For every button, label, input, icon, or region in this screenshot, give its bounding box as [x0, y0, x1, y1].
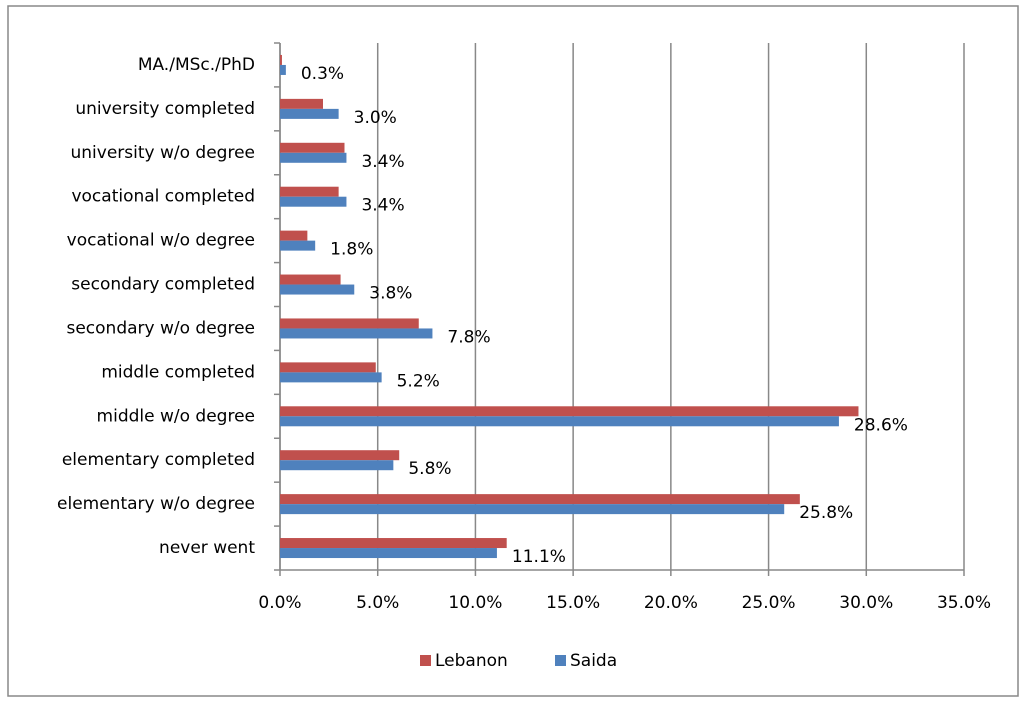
bar: [280, 108, 339, 119]
chart-frame: [7, 5, 1019, 697]
y-tick-label: middle completed: [101, 362, 255, 382]
bar: [280, 362, 376, 373]
bar: [280, 186, 339, 197]
bar: [280, 416, 839, 427]
data-label: 25.8%: [799, 503, 853, 523]
bar: [280, 504, 785, 515]
y-tick-label: secondary w/o degree: [66, 318, 255, 338]
bar: [280, 142, 345, 153]
bar: [280, 494, 800, 505]
bar: [280, 406, 859, 417]
y-tick-label: elementary w/o degree: [57, 494, 255, 514]
legend-label: Saida: [570, 651, 617, 671]
x-tick-label: 20.0%: [644, 593, 698, 613]
bar: [280, 460, 394, 471]
legend-swatch: [420, 655, 431, 666]
data-label: 0.3%: [301, 64, 344, 84]
bar: [280, 372, 382, 383]
bar: [280, 284, 355, 295]
y-tick-label: university w/o degree: [70, 143, 255, 163]
bar: [280, 240, 316, 251]
bar: [280, 328, 433, 339]
bar: [280, 152, 347, 163]
y-tick-label: secondary completed: [71, 275, 255, 295]
x-tick-label: 10.0%: [448, 593, 502, 613]
y-tick-label: MA./MSc./PhD: [138, 55, 255, 75]
y-tick-label: vocational completed: [71, 187, 255, 207]
bar: [280, 64, 286, 75]
x-tick-label: 15.0%: [546, 593, 600, 613]
y-tick-label: vocational w/o degree: [67, 231, 255, 251]
x-tick-label: 35.0%: [937, 593, 991, 613]
bar: [280, 274, 341, 285]
y-tick-label: middle w/o degree: [97, 406, 255, 426]
x-tick-label: 25.0%: [742, 593, 796, 613]
x-tick-label: 0.0%: [258, 593, 301, 613]
y-tick-label: never went: [159, 538, 255, 558]
data-label: 5.2%: [397, 371, 440, 391]
data-label: 1.8%: [330, 240, 373, 260]
data-label: 28.6%: [854, 415, 908, 435]
data-label: 3.0%: [354, 108, 397, 128]
x-tick-label: 5.0%: [356, 593, 399, 613]
legend-label: Lebanon: [435, 651, 508, 671]
bar: [280, 538, 507, 549]
data-label: 5.8%: [408, 459, 451, 479]
data-label: 3.4%: [361, 196, 404, 216]
data-label: 11.1%: [512, 547, 566, 567]
bar: [280, 548, 497, 559]
bar: [280, 450, 400, 461]
bar: [280, 196, 347, 207]
bar: [280, 318, 419, 329]
y-tick-label: elementary completed: [62, 450, 255, 470]
bar: [280, 54, 282, 65]
legend-swatch: [555, 655, 566, 666]
data-label: 7.8%: [447, 327, 490, 347]
data-label: 3.8%: [369, 284, 412, 304]
bar: [280, 98, 323, 109]
data-label: 3.4%: [361, 152, 404, 172]
y-tick-label: university completed: [75, 99, 255, 119]
bar: [280, 230, 308, 241]
x-tick-label: 30.0%: [839, 593, 893, 613]
